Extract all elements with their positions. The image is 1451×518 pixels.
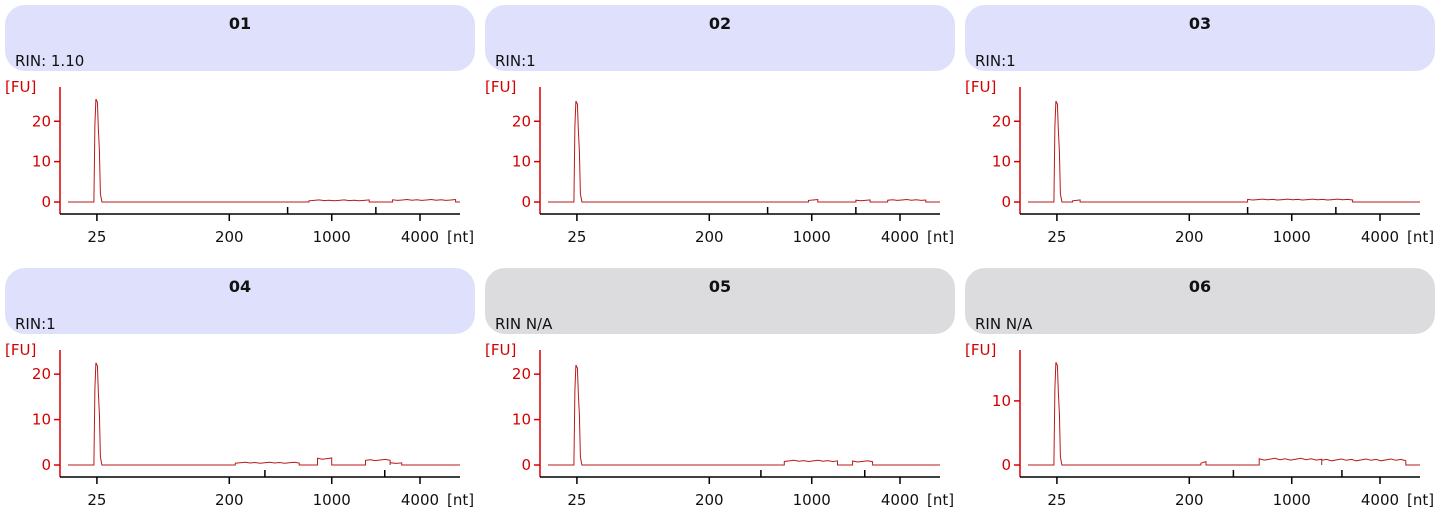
y-tick-label: 20 — [992, 112, 1011, 130]
sample-panel-06: 06 RIN N/A [FU] 0 10 25 200 1000 4000 [nt] — [965, 268, 1435, 518]
rin-value: RIN: 1.10 — [15, 52, 85, 70]
rin-value: RIN:1 — [495, 52, 536, 70]
trace-line — [1028, 100, 1420, 203]
sample-title: 02 — [708, 14, 732, 33]
electropherogram-chart: [FU] 0 10 20 25 200 1000 4000 [nt] — [5, 78, 474, 246]
panel-header: 01 RIN: 1.10 — [5, 5, 475, 71]
rin-value: RIN N/A — [975, 315, 1033, 333]
x-tick-label: 1000 — [793, 491, 831, 509]
x-tick-label: 25 — [1047, 491, 1066, 509]
panel-header: 02 RIN:1 — [485, 5, 955, 71]
trace-line — [68, 362, 460, 466]
x-unit-label: [nt] — [447, 228, 474, 246]
rin-value: RIN N/A — [495, 315, 553, 333]
trace-line — [1028, 362, 1420, 466]
x-unit-label: [nt] — [927, 491, 954, 509]
x-unit-label: [nt] — [1407, 228, 1434, 246]
panel-header: 05 RIN N/A — [485, 268, 955, 334]
y-tick-label: 0 — [521, 456, 531, 474]
sample-title: 03 — [1188, 14, 1212, 33]
y-tick-label: 10 — [32, 411, 51, 429]
y-tick-label: 0 — [41, 193, 51, 211]
sample-panel-03: 03 RIN:1 [FU] 0 10 20 25 200 1000 4000 [nt] — [965, 5, 1435, 255]
y-unit-label: [FU] — [965, 341, 996, 359]
trace-line — [548, 364, 940, 466]
sample-panel-05: 05 RIN N/A [FU] 0 10 20 25 200 1000 4000 [nt] — [485, 268, 955, 518]
rin-value: RIN:1 — [975, 52, 1016, 70]
x-tick-label: 1000 — [313, 228, 351, 246]
y-tick-label: 10 — [992, 153, 1011, 171]
y-unit-label: [FU] — [5, 341, 36, 359]
x-tick-label: 200 — [695, 228, 724, 246]
y-tick-label: 0 — [1001, 193, 1011, 211]
x-tick-label: 4000 — [401, 491, 439, 509]
electropherogram-chart: [FU] 0 10 20 25 200 1000 4000 [nt] — [485, 78, 954, 246]
y-unit-label: [FU] — [965, 78, 996, 96]
y-tick-label: 10 — [32, 153, 51, 171]
y-tick-label: 20 — [32, 112, 51, 130]
y-tick-label: 10 — [512, 153, 531, 171]
electropherogram-chart: [FU] 0 10 20 25 200 1000 4000 [nt] — [485, 341, 954, 509]
electropherogram-chart: [FU] 0 10 25 200 1000 4000 [nt] — [965, 341, 1434, 509]
panel-header: 06 RIN N/A — [965, 268, 1435, 334]
y-tick-label: 20 — [512, 112, 531, 130]
x-tick-label: 200 — [215, 228, 244, 246]
x-unit-label: [nt] — [1407, 491, 1434, 509]
y-tick-label: 20 — [512, 365, 531, 383]
y-tick-label: 10 — [512, 411, 531, 429]
x-tick-label: 1000 — [1273, 491, 1311, 509]
y-unit-label: [FU] — [5, 78, 36, 96]
x-tick-label: 1000 — [313, 491, 351, 509]
x-unit-label: [nt] — [927, 228, 954, 246]
x-tick-label: 1000 — [793, 228, 831, 246]
trace-line — [68, 98, 460, 203]
sample-title: 05 — [708, 277, 732, 296]
sample-title: 04 — [228, 277, 252, 296]
x-tick-label: 25 — [567, 228, 586, 246]
sample-panel-04: 04 RIN:1 [FU] 0 10 20 25 200 1000 4000 [nt] — [5, 268, 475, 518]
sample-panel-02: 02 RIN:1 [FU] 0 10 20 25 200 1000 4000 [nt] — [485, 5, 955, 255]
panel-header: 03 RIN:1 — [965, 5, 1435, 71]
x-tick-label: 4000 — [1361, 491, 1399, 509]
trace-line — [548, 100, 940, 203]
x-tick-label: 4000 — [1361, 228, 1399, 246]
x-tick-label: 200 — [215, 491, 244, 509]
y-tick-label: 20 — [32, 365, 51, 383]
x-tick-label: 4000 — [401, 228, 439, 246]
panel-header: 04 RIN:1 — [5, 268, 475, 334]
x-tick-label: 4000 — [881, 228, 919, 246]
x-tick-label: 25 — [567, 491, 586, 509]
y-unit-label: [FU] — [485, 341, 516, 359]
sample-panel-01: 01 RIN: 1.10 [FU] 0 10 20 25 200 1000 4000 [nt] — [5, 5, 475, 255]
sample-title: 01 — [228, 14, 252, 33]
y-tick-label: 0 — [1001, 456, 1011, 474]
x-unit-label: [nt] — [447, 491, 474, 509]
y-tick-label: 10 — [992, 392, 1011, 410]
x-tick-label: 200 — [1175, 491, 1204, 509]
x-tick-label: 4000 — [881, 491, 919, 509]
y-unit-label: [FU] — [485, 78, 516, 96]
y-tick-label: 0 — [521, 193, 531, 211]
x-tick-label: 200 — [695, 491, 724, 509]
electropherogram-chart: [FU] 0 10 20 25 200 1000 4000 [nt] — [5, 341, 474, 509]
x-tick-label: 1000 — [1273, 228, 1311, 246]
x-tick-label: 25 — [1047, 228, 1066, 246]
sample-title: 06 — [1188, 277, 1212, 296]
rin-value: RIN:1 — [15, 315, 56, 333]
x-tick-label: 25 — [87, 491, 106, 509]
y-tick-label: 0 — [41, 456, 51, 474]
x-tick-label: 200 — [1175, 228, 1204, 246]
electropherogram-chart: [FU] 0 10 20 25 200 1000 4000 [nt] — [965, 78, 1434, 246]
x-tick-label: 25 — [87, 228, 106, 246]
